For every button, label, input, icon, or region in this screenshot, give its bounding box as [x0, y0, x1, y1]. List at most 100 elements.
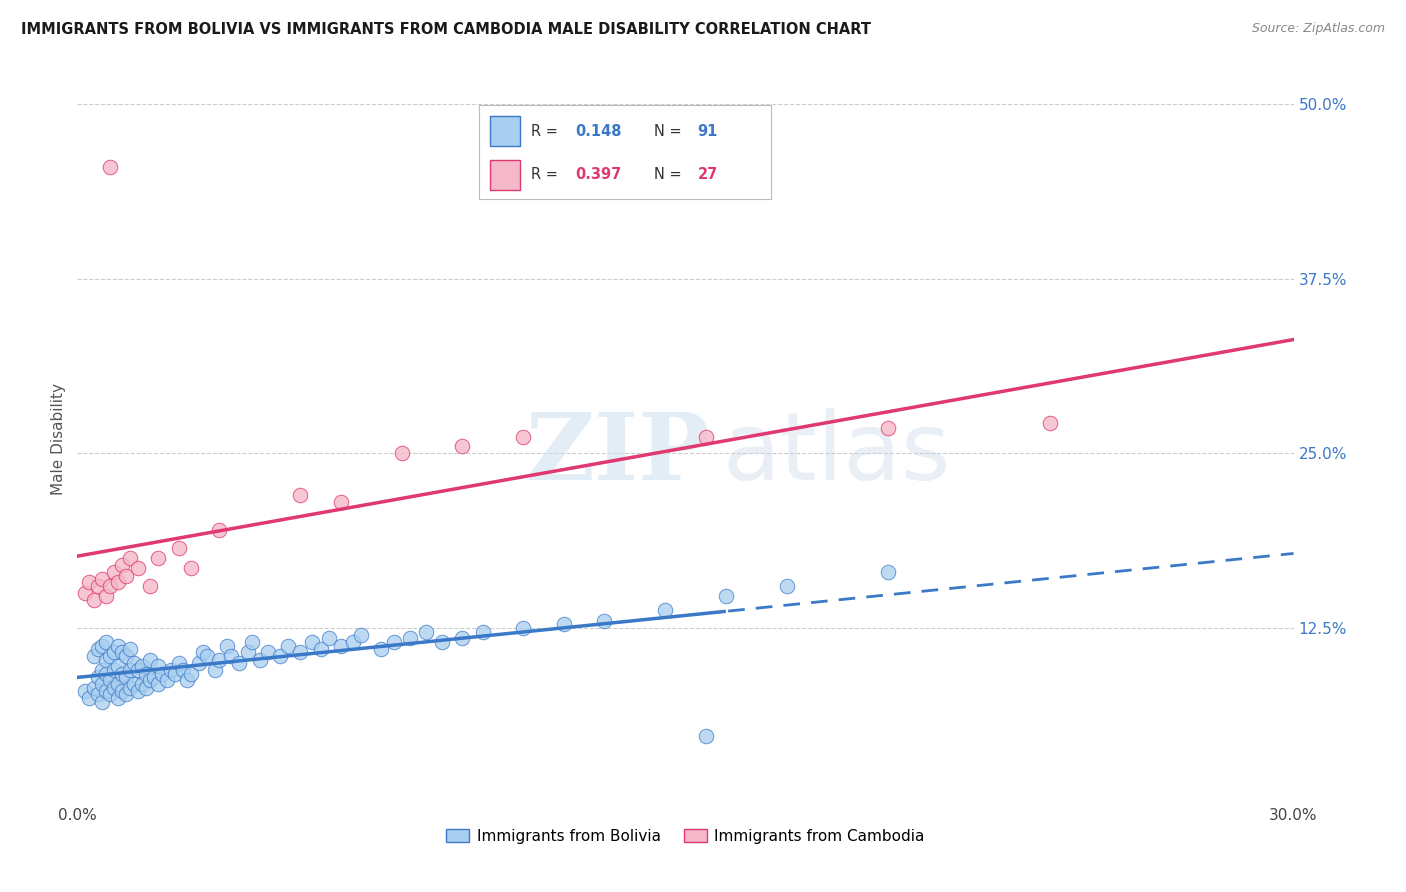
- Point: [191, 645, 214, 659]
- Point: [115, 569, 138, 583]
- Point: [143, 670, 166, 684]
- Point: [877, 565, 900, 579]
- Point: [103, 681, 125, 695]
- Point: [167, 656, 190, 670]
- Point: [83, 648, 105, 663]
- Point: [83, 681, 105, 695]
- Point: [695, 729, 717, 743]
- Point: [98, 673, 121, 687]
- Point: [148, 658, 170, 673]
- Point: [152, 667, 174, 681]
- Point: [127, 684, 149, 698]
- Point: [111, 558, 134, 573]
- Point: [86, 687, 108, 701]
- Point: [176, 673, 198, 687]
- Point: [107, 639, 129, 653]
- Point: [342, 635, 364, 649]
- Point: [318, 631, 340, 645]
- Point: [90, 639, 112, 653]
- Point: [86, 579, 108, 593]
- Point: [148, 677, 170, 691]
- Point: [180, 667, 202, 681]
- Point: [195, 648, 218, 663]
- Point: [155, 673, 177, 687]
- Point: [111, 684, 134, 698]
- Text: Source: ZipAtlas.com: Source: ZipAtlas.com: [1251, 22, 1385, 36]
- Point: [94, 653, 117, 667]
- Point: [98, 160, 121, 174]
- Point: [776, 579, 799, 593]
- Legend: Immigrants from Bolivia, Immigrants from Cambodia: Immigrants from Bolivia, Immigrants from…: [440, 822, 931, 850]
- Point: [90, 663, 112, 677]
- Point: [290, 645, 312, 659]
- Point: [370, 642, 392, 657]
- Point: [1039, 416, 1062, 430]
- Point: [391, 446, 413, 460]
- Point: [107, 690, 129, 705]
- Point: [208, 523, 231, 537]
- Point: [451, 631, 474, 645]
- Point: [172, 663, 194, 677]
- Point: [593, 614, 616, 628]
- Point: [654, 603, 676, 617]
- Point: [107, 658, 129, 673]
- Point: [512, 621, 534, 635]
- Point: [208, 653, 231, 667]
- Point: [98, 579, 121, 593]
- Point: [94, 684, 117, 698]
- Point: [115, 648, 138, 663]
- Point: [111, 667, 134, 681]
- Point: [877, 421, 900, 435]
- Point: [135, 667, 157, 681]
- Point: [329, 495, 352, 509]
- Point: [139, 579, 162, 593]
- Point: [236, 645, 259, 659]
- Point: [139, 673, 162, 687]
- Point: [107, 677, 129, 691]
- Point: [148, 551, 170, 566]
- Point: [118, 642, 141, 657]
- Point: [167, 541, 190, 556]
- Point: [90, 695, 112, 709]
- Point: [86, 670, 108, 684]
- Point: [290, 488, 312, 502]
- Point: [115, 687, 138, 701]
- Point: [122, 656, 145, 670]
- Point: [471, 625, 494, 640]
- Point: [228, 656, 250, 670]
- Point: [111, 645, 134, 659]
- Point: [75, 684, 97, 698]
- Point: [118, 551, 141, 566]
- Point: [249, 653, 271, 667]
- Point: [83, 593, 105, 607]
- Point: [94, 667, 117, 681]
- Point: [79, 574, 101, 589]
- Point: [309, 642, 332, 657]
- Point: [350, 628, 373, 642]
- Point: [103, 663, 125, 677]
- Point: [127, 561, 149, 575]
- Point: [415, 625, 437, 640]
- Text: IMMIGRANTS FROM BOLIVIA VS IMMIGRANTS FROM CAMBODIA MALE DISABILITY CORRELATION : IMMIGRANTS FROM BOLIVIA VS IMMIGRANTS FR…: [21, 22, 872, 37]
- Text: ZIP: ZIP: [526, 409, 710, 499]
- Point: [90, 677, 112, 691]
- Point: [94, 635, 117, 649]
- Point: [430, 635, 453, 649]
- Point: [163, 667, 186, 681]
- Y-axis label: Male Disability: Male Disability: [51, 384, 66, 495]
- Point: [98, 648, 121, 663]
- Point: [329, 639, 352, 653]
- Point: [118, 663, 141, 677]
- Point: [217, 639, 239, 653]
- Point: [180, 561, 202, 575]
- Point: [131, 677, 153, 691]
- Point: [103, 565, 125, 579]
- Point: [277, 639, 299, 653]
- Point: [451, 439, 474, 453]
- Point: [398, 631, 420, 645]
- Point: [90, 572, 112, 586]
- Point: [103, 645, 125, 659]
- Point: [131, 658, 153, 673]
- Point: [221, 648, 243, 663]
- Point: [553, 616, 575, 631]
